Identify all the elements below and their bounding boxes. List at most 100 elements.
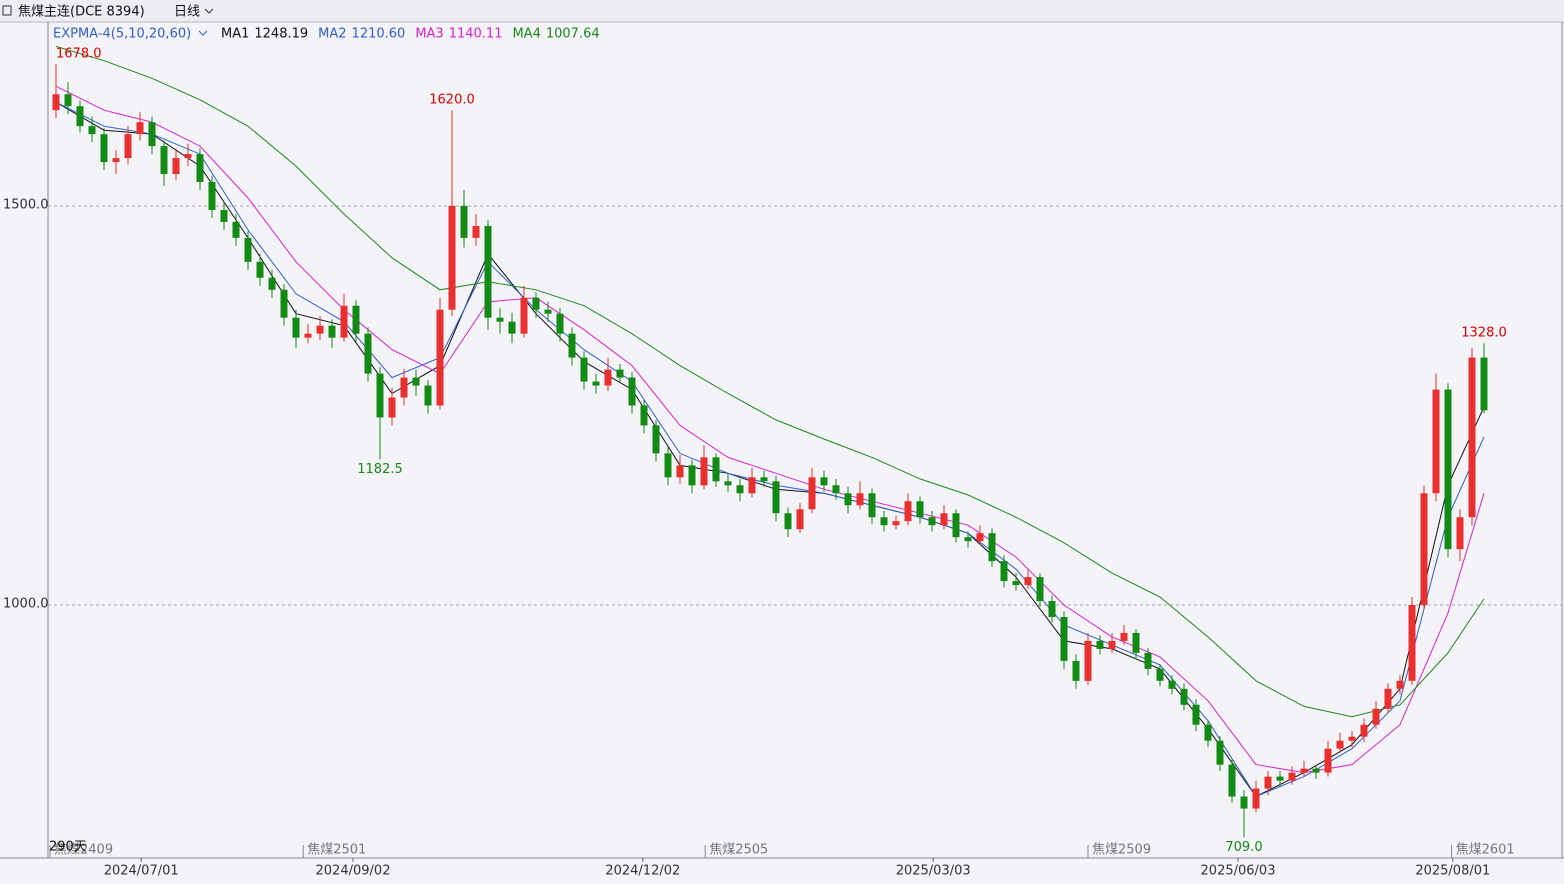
candle-body — [484, 225, 492, 318]
candle-body — [820, 477, 828, 486]
legend-name: MA1 — [221, 27, 249, 42]
candle-body — [124, 134, 132, 159]
candle-body — [1132, 632, 1140, 653]
x-tick-label: 2024/07/01 — [104, 864, 179, 879]
candle-body — [808, 477, 816, 510]
candle-body — [916, 501, 924, 518]
candle-body — [400, 377, 408, 398]
candle-body — [148, 122, 156, 147]
candle-body — [1000, 561, 1008, 582]
candle-body — [1048, 601, 1056, 617]
candle-body — [220, 209, 228, 222]
menu-icon[interactable] — [2, 5, 12, 16]
candle-body — [940, 513, 948, 526]
candle-body — [328, 325, 336, 338]
candle-body — [724, 481, 732, 486]
legend-value: 1007.64 — [546, 27, 600, 42]
candle-body — [1456, 517, 1464, 550]
candle-body — [580, 357, 588, 382]
period[interactable]: 日线 — [174, 5, 200, 20]
legend-name: MA2 — [318, 27, 346, 42]
candle-body — [1204, 724, 1212, 741]
candle-body — [1444, 389, 1452, 550]
candle-body — [844, 493, 852, 506]
candle-body — [892, 521, 900, 526]
candle-body — [868, 493, 876, 518]
legend-value: 1210.60 — [352, 27, 406, 42]
candle-body — [112, 158, 120, 163]
candle-body — [1252, 788, 1260, 809]
y-tick-label: 1500.0 — [3, 197, 49, 212]
candle-body — [1084, 640, 1092, 681]
candle-body — [448, 205, 456, 310]
candle-body — [1420, 493, 1428, 606]
candle-body — [556, 313, 564, 334]
candle-body — [292, 317, 300, 338]
candle-body — [1096, 640, 1104, 649]
candle-body — [640, 405, 648, 426]
candle-body — [1060, 616, 1068, 661]
candle-body — [460, 205, 468, 238]
candle-body — [652, 425, 660, 454]
candle-body — [1372, 708, 1380, 725]
candle-body — [160, 146, 168, 175]
candle-body — [100, 134, 108, 163]
candle-body — [1480, 357, 1488, 411]
x-tick-label: 2025/08/01 — [1415, 864, 1490, 879]
extreme-label: 1182.5 — [357, 462, 403, 477]
candle-body — [1360, 724, 1368, 737]
candle-body — [1192, 704, 1200, 725]
candle-body — [364, 333, 372, 374]
candle-body — [496, 317, 504, 322]
indicator-name[interactable]: EXPMA-4(5,10,20,60) — [53, 27, 191, 42]
candle-body — [232, 221, 240, 238]
candle-body — [1264, 776, 1272, 789]
candle-body — [796, 509, 804, 530]
candle-body — [88, 126, 96, 135]
contract-label: 焦煤2505 — [709, 843, 768, 858]
x-tick-label: 2025/06/03 — [1201, 864, 1276, 879]
indicator-arrow[interactable] — [198, 30, 208, 36]
extreme-label: 1328.0 — [1461, 326, 1507, 341]
candle-body — [184, 154, 192, 159]
candle-body — [436, 309, 444, 406]
candle-body — [1072, 660, 1080, 681]
candle-body — [1288, 772, 1296, 781]
candle-body — [352, 305, 360, 334]
candle-body — [736, 485, 744, 494]
candle-body — [1396, 680, 1404, 689]
candle-body — [628, 377, 636, 406]
legend-name: MA4 — [512, 27, 540, 42]
x-tick-label: 2024/09/02 — [316, 864, 391, 879]
candle-body — [1324, 748, 1332, 773]
candle-body — [412, 377, 420, 386]
candle-body — [604, 369, 612, 386]
candle-body — [1144, 652, 1152, 669]
candle-body — [1432, 389, 1440, 494]
contract-label: 焦煤2409 — [54, 843, 113, 858]
candle-body — [424, 385, 432, 406]
candle-body — [52, 94, 60, 111]
candle-body — [472, 225, 480, 238]
candle-body — [1348, 736, 1356, 741]
candle-body — [1408, 605, 1416, 681]
contract-label: 焦煤2509 — [1092, 843, 1151, 858]
candle-body — [1240, 796, 1248, 809]
period-arrow[interactable] — [204, 8, 214, 14]
candle-body — [592, 381, 600, 386]
candle-body — [208, 182, 216, 210]
x-tick-label: 2025/03/03 — [896, 864, 971, 879]
candle-body — [244, 237, 252, 262]
candle-body — [1168, 680, 1176, 689]
candle-body — [388, 397, 396, 418]
candle-body — [1012, 581, 1020, 586]
candle-body — [280, 289, 288, 318]
top-bar — [0, 0, 1564, 22]
candle-body — [856, 493, 864, 506]
candle-body — [1216, 740, 1224, 765]
legend-value: 1140.11 — [449, 27, 503, 42]
candle-body — [760, 477, 768, 482]
candle-body — [976, 533, 984, 542]
